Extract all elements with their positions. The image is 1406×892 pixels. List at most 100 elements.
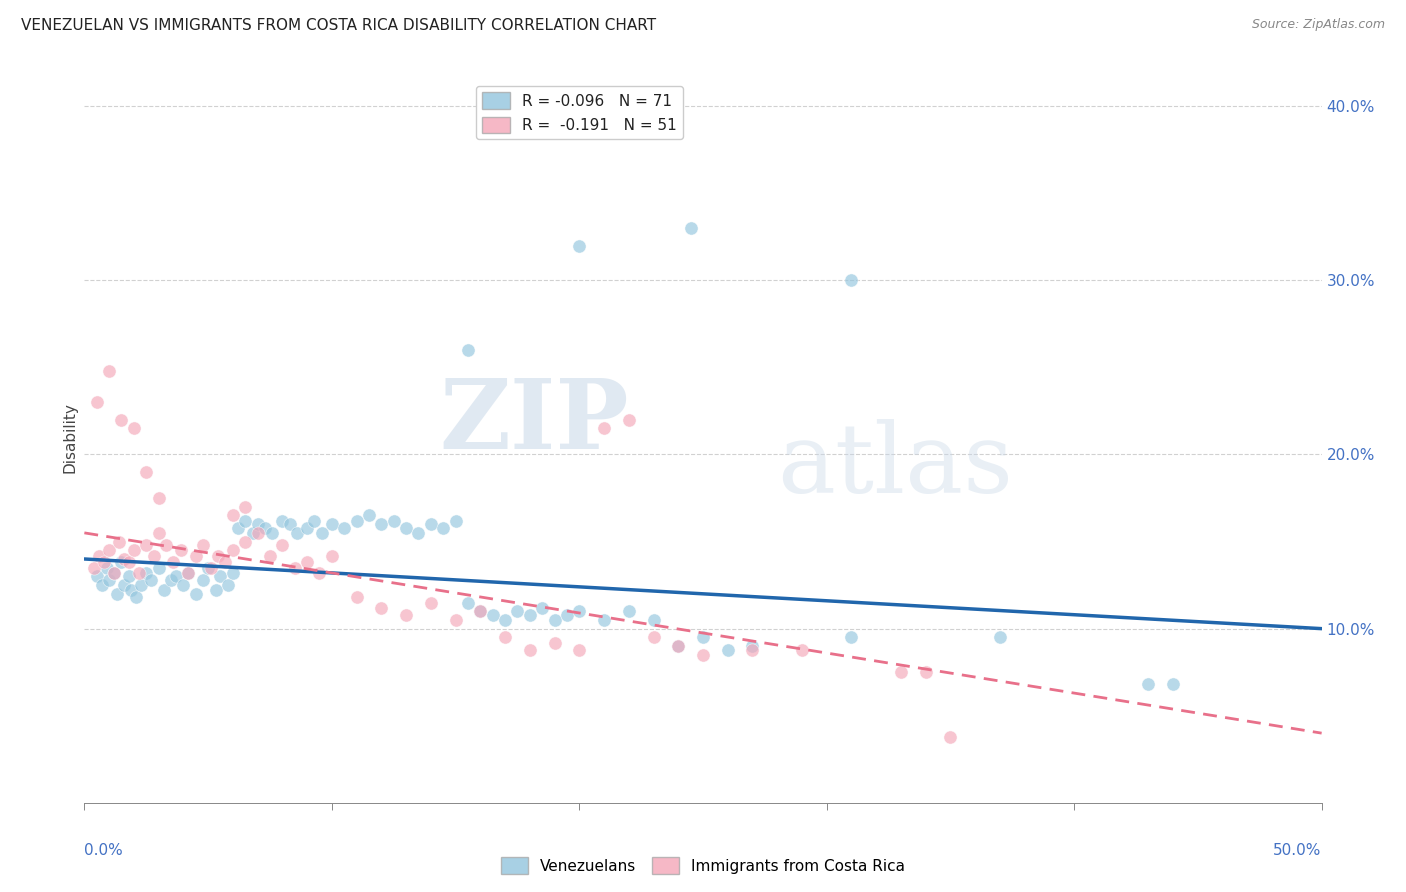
- Point: [692, 648, 714, 662]
- Point: [419, 517, 441, 532]
- Point: [177, 566, 200, 580]
- Point: [142, 549, 165, 563]
- Point: [1161, 677, 1184, 691]
- Point: [271, 538, 294, 552]
- Point: [122, 543, 145, 558]
- Point: [790, 642, 813, 657]
- Point: [191, 538, 214, 552]
- Point: [311, 525, 333, 540]
- Point: [233, 534, 256, 549]
- Point: [321, 549, 343, 563]
- Point: [593, 613, 616, 627]
- Point: [105, 587, 128, 601]
- Point: [519, 642, 541, 657]
- Point: [419, 595, 441, 609]
- Point: [200, 560, 222, 574]
- Point: [259, 549, 281, 563]
- Point: [246, 525, 269, 540]
- Point: [370, 600, 392, 615]
- Point: [83, 560, 105, 574]
- Point: [295, 556, 318, 570]
- Y-axis label: Disability: Disability: [62, 401, 77, 473]
- Point: [304, 514, 326, 528]
- Point: [914, 665, 936, 680]
- Point: [86, 395, 108, 409]
- Point: [89, 549, 111, 563]
- Point: [141, 573, 163, 587]
- Point: [222, 508, 245, 523]
- Point: [184, 549, 207, 563]
- Point: [197, 560, 219, 574]
- Point: [346, 591, 368, 605]
- Point: [643, 631, 665, 645]
- Point: [184, 587, 207, 601]
- Point: [408, 525, 430, 540]
- Point: [90, 578, 112, 592]
- Point: [444, 613, 467, 627]
- Point: [108, 534, 131, 549]
- Point: [233, 500, 256, 514]
- Point: [233, 514, 256, 528]
- Point: [152, 583, 174, 598]
- Point: [841, 631, 863, 645]
- Point: [148, 491, 170, 505]
- Point: [170, 543, 193, 558]
- Point: [177, 566, 200, 580]
- Point: [165, 569, 187, 583]
- Point: [568, 604, 591, 618]
- Point: [204, 583, 226, 598]
- Point: [470, 604, 492, 618]
- Point: [155, 538, 177, 552]
- Point: [506, 604, 529, 618]
- Point: [128, 566, 150, 580]
- Point: [160, 573, 183, 587]
- Point: [357, 508, 380, 523]
- Point: [395, 607, 418, 622]
- Point: [278, 517, 301, 532]
- Point: [841, 273, 863, 287]
- Point: [110, 412, 132, 426]
- Point: [217, 578, 239, 592]
- Point: [666, 639, 689, 653]
- Legend: R = -0.096   N = 71, R =  -0.191   N = 51: R = -0.096 N = 71, R = -0.191 N = 51: [475, 87, 683, 139]
- Point: [129, 578, 152, 592]
- Point: [295, 521, 318, 535]
- Text: Source: ZipAtlas.com: Source: ZipAtlas.com: [1251, 18, 1385, 31]
- Text: VENEZUELAN VS IMMIGRANTS FROM COSTA RICA DISABILITY CORRELATION CHART: VENEZUELAN VS IMMIGRANTS FROM COSTA RICA…: [21, 18, 657, 33]
- Point: [481, 607, 503, 622]
- Text: ZIP: ZIP: [439, 376, 628, 469]
- Point: [543, 635, 565, 649]
- Point: [593, 421, 616, 435]
- Point: [253, 521, 276, 535]
- Point: [457, 595, 479, 609]
- Point: [370, 517, 392, 532]
- Point: [93, 556, 115, 570]
- Point: [617, 604, 640, 618]
- Point: [122, 421, 145, 435]
- Point: [395, 521, 418, 535]
- Point: [98, 364, 121, 378]
- Point: [118, 569, 141, 583]
- Point: [271, 514, 294, 528]
- Point: [890, 665, 912, 680]
- Point: [162, 556, 184, 570]
- Legend: Venezuelans, Immigrants from Costa Rica: Venezuelans, Immigrants from Costa Rica: [495, 851, 911, 880]
- Point: [494, 631, 516, 645]
- Point: [112, 578, 135, 592]
- Point: [125, 591, 148, 605]
- Point: [543, 613, 565, 627]
- Point: [568, 238, 591, 252]
- Point: [135, 538, 157, 552]
- Point: [98, 543, 121, 558]
- Point: [519, 607, 541, 622]
- Point: [741, 639, 763, 653]
- Point: [262, 525, 284, 540]
- Point: [86, 569, 108, 583]
- Point: [939, 730, 962, 744]
- Point: [148, 525, 170, 540]
- Point: [214, 556, 236, 570]
- Text: atlas: atlas: [778, 419, 1014, 513]
- Point: [222, 543, 245, 558]
- Point: [148, 560, 170, 574]
- Point: [172, 578, 194, 592]
